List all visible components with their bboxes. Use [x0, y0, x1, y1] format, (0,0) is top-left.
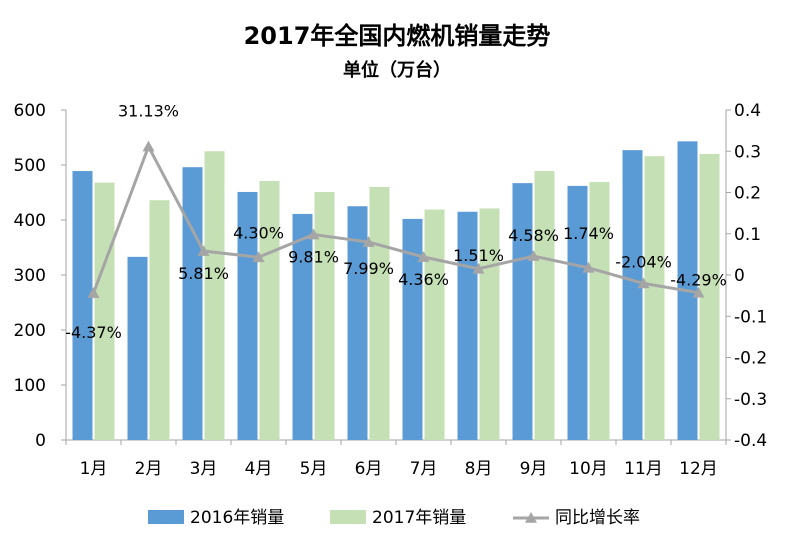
bar-2017	[479, 208, 500, 440]
growth-marker	[362, 236, 375, 247]
bar-2017	[204, 151, 225, 440]
growth-data-label: 7.99%	[343, 259, 394, 278]
x-tick-label: 7月	[410, 459, 438, 479]
y-right-tick-label: 0	[734, 266, 745, 286]
chart-title: 2017年全国内燃机销量走势	[243, 22, 551, 50]
y-right-tick-label: -0.2	[734, 349, 767, 369]
growth-data-label: -4.29%	[670, 271, 727, 290]
growth-data-label: 31.13%	[118, 102, 179, 121]
y-left-tick-label: 300	[14, 266, 46, 286]
y-right-tick-label: 0.1	[734, 225, 761, 245]
y-left-tick-label: 400	[14, 211, 46, 231]
x-tick-label: 12月	[679, 459, 718, 479]
y-right-tick-label: 0.3	[734, 142, 761, 162]
x-tick-label: 8月	[465, 459, 493, 479]
growth-data-label: 4.58%	[508, 226, 559, 245]
growth-marker	[637, 277, 650, 289]
y-left-tick-label: 200	[14, 321, 46, 341]
bar-2016	[622, 150, 643, 440]
x-tick-label: 5月	[300, 459, 328, 479]
growth-marker	[417, 251, 430, 262]
legend-2017-label: 2017年销量	[372, 508, 466, 528]
growth-data-label: 9.81%	[288, 248, 339, 267]
growth-marker	[582, 261, 595, 273]
bar-2017	[644, 156, 665, 440]
bar-2017	[259, 180, 280, 440]
bar-2016	[127, 256, 148, 440]
legend-growth-marker	[525, 512, 537, 523]
x-tick-label: 3月	[190, 459, 218, 479]
growth-marker	[692, 286, 705, 298]
growth-data-label: 1.51%	[453, 246, 504, 265]
legend-2016-swatch	[148, 510, 184, 524]
bar-2017	[699, 154, 720, 440]
growth-marker	[252, 251, 265, 263]
bar-2016	[567, 185, 588, 440]
growth-data-label: -2.04%	[615, 252, 672, 271]
bar-2017	[149, 200, 170, 440]
bar-2016	[292, 213, 313, 440]
bar-2016	[347, 206, 368, 440]
bar-2017	[94, 182, 115, 440]
legend-2016-label: 2016年销量	[190, 508, 284, 528]
x-tick-label: 10月	[569, 459, 608, 479]
growth-marker	[307, 228, 320, 240]
bar-2016	[72, 171, 93, 441]
y-left-tick-label: 500	[14, 156, 46, 176]
y-right-tick-label: 0.4	[734, 101, 761, 121]
growth-data-label: 5.81%	[178, 264, 229, 283]
bar-2017	[424, 209, 445, 440]
bar-2017	[314, 191, 335, 440]
x-tick-label: 1月	[80, 459, 108, 479]
growth-data-label: 4.36%	[398, 270, 449, 289]
growth-data-label: -4.37%	[65, 323, 122, 342]
bar-2017	[589, 182, 610, 441]
bar-2016	[402, 218, 423, 440]
bar-2017	[369, 187, 390, 440]
legend-2017-swatch	[330, 510, 366, 524]
growth-line	[92, 142, 699, 295]
growth-data-label: 4.30%	[233, 223, 284, 242]
y-right-tick-label: -0.3	[734, 390, 767, 410]
y-left-tick-label: 600	[14, 101, 46, 121]
growth-marker	[527, 250, 540, 261]
x-tick-label: 6月	[355, 459, 383, 479]
legend-growth-label: 同比增长率	[555, 508, 640, 528]
chart-subtitle: 单位（万台）	[343, 60, 451, 81]
y-right-tick-label: 0.2	[734, 184, 761, 204]
growth-marker	[87, 287, 100, 298]
y-right-tick-label: -0.1	[734, 307, 767, 327]
x-tick-label: 4月	[245, 459, 273, 479]
bar-2017	[534, 171, 555, 441]
y-left-tick-label: 100	[14, 376, 46, 396]
x-tick-label: 2月	[135, 459, 163, 479]
y-left-tick-label: 0	[35, 431, 46, 451]
x-tick-label: 11月	[624, 459, 663, 479]
bar-2016	[182, 167, 203, 440]
x-tick-label: 9月	[520, 459, 548, 479]
bar-2016	[512, 183, 533, 440]
growth-marker	[472, 262, 485, 274]
growth-marker	[197, 245, 210, 256]
growth-marker	[142, 140, 155, 152]
growth-data-label: 1.74%	[563, 224, 614, 243]
y-right-tick-label: -0.4	[734, 431, 767, 451]
